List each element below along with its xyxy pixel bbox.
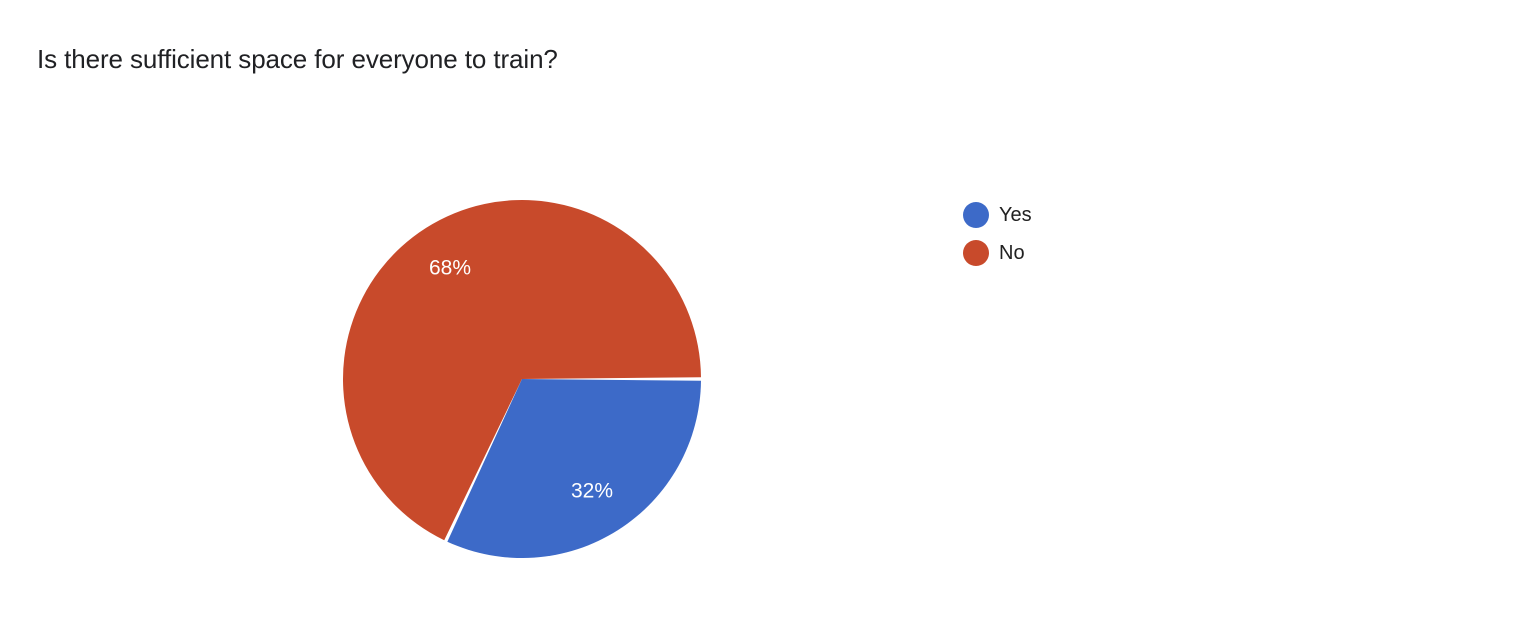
- chart-legend: Yes No: [963, 196, 1283, 272]
- chart-title: Is there sufficient space for everyone t…: [37, 44, 558, 74]
- pie-slice-label-no: 68%: [429, 257, 471, 280]
- legend-swatch-no-icon: [963, 240, 989, 266]
- pie-slice-label-yes: 32%: [571, 480, 613, 503]
- pie-slice-no[interactable]: [342, 199, 701, 541]
- legend-item-yes[interactable]: Yes: [963, 196, 1283, 234]
- legend-item-no[interactable]: No: [963, 234, 1283, 272]
- pie-slice-yes[interactable]: [447, 379, 701, 559]
- legend-swatch-yes-icon: [963, 202, 989, 228]
- legend-label-no: No: [999, 242, 1025, 264]
- legend-label-yes: Yes: [999, 204, 1032, 226]
